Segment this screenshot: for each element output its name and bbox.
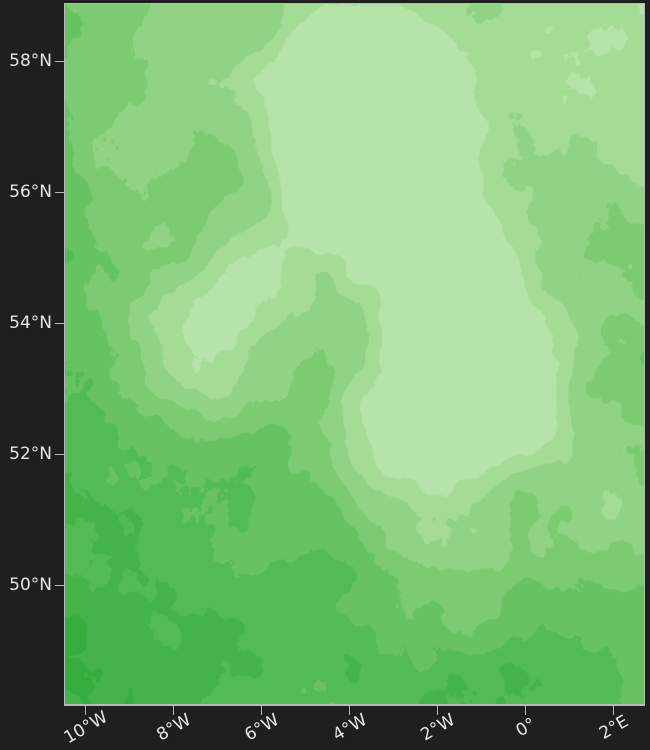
longitude-tick-label: 4°W (329, 709, 371, 746)
longitude-tick-mark (173, 706, 174, 715)
latitude-tick-mark (55, 323, 64, 324)
latitude-tick-label: 58°N (9, 51, 52, 71)
axis-spine-top (64, 3, 645, 4)
longitude-tick-mark (437, 706, 438, 715)
latitude-tick-mark (55, 454, 64, 455)
longitude-tick-mark (261, 706, 262, 715)
latitude-tick-label: 56°N (9, 182, 52, 202)
longitude-tick-label: 10°W (60, 707, 112, 749)
longitude-tick-label: 2°W (417, 709, 459, 746)
axis-spine-right (644, 3, 645, 706)
latitude-tick-mark (55, 61, 64, 62)
latitude-tick-mark (55, 192, 64, 193)
longitude-tick-mark (613, 706, 614, 715)
longitude-tick-label: 2°E (595, 711, 633, 744)
longitude-tick-label: 8°W (153, 709, 195, 746)
axis-spine-left (64, 3, 65, 706)
map-plot-area[interactable] (64, 3, 645, 705)
axis-spine-bottom (64, 705, 645, 706)
longitude-tick-label: 0° (512, 714, 540, 742)
longitude-tick-label: 6°W (241, 709, 283, 746)
contour-field-canvas (65, 4, 644, 704)
longitude-tick-mark (525, 706, 526, 715)
latitude-tick-label: 54°N (9, 313, 52, 333)
longitude-tick-mark (85, 706, 86, 715)
latitude-tick-label: 50°N (9, 575, 52, 595)
latitude-tick-mark (55, 585, 64, 586)
latitude-tick-label: 52°N (9, 444, 52, 464)
longitude-tick-mark (349, 706, 350, 715)
